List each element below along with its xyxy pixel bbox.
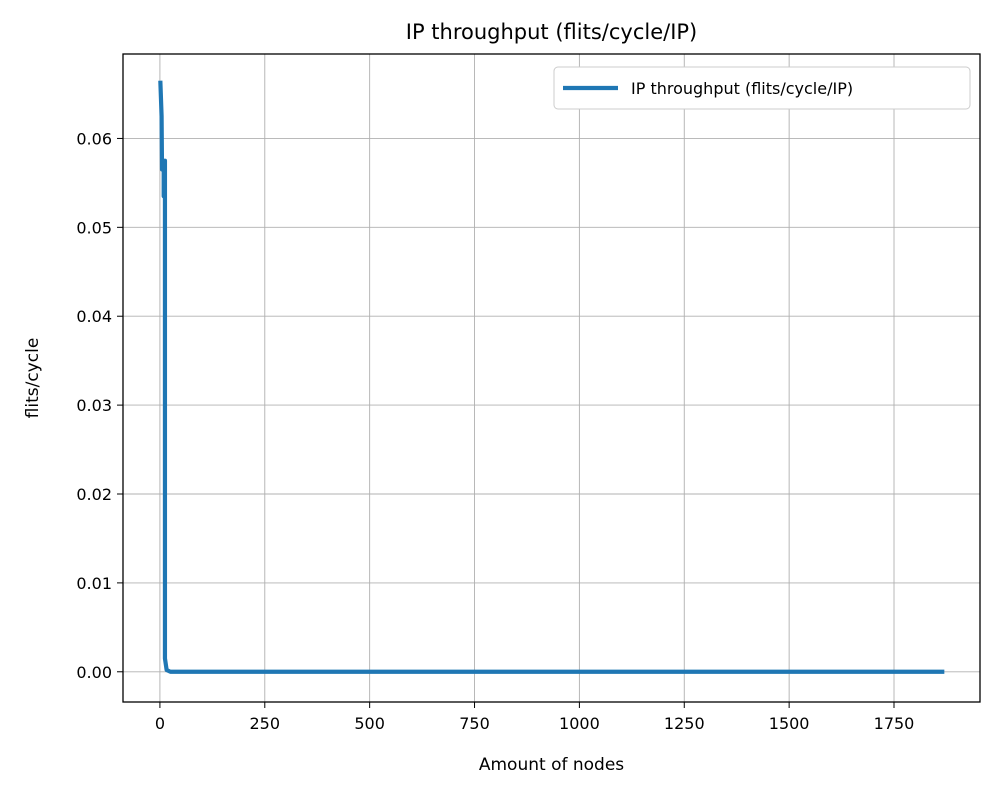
plot-area-frame — [122, 53, 981, 703]
chart-title: IP throughput (flits/cycle/IP) — [406, 20, 698, 44]
axis-ticks: 0 250 500 750 1000 1250 1500 1750 0.00 0.01 0.02 0.… — [76, 129, 914, 733]
series-layer — [158, 80, 945, 674]
legend: IP throughput (flits/cycle/IP) — [553, 66, 971, 110]
y-tick-label: 0.06 — [76, 129, 112, 148]
y-tick-label: 0.03 — [76, 396, 112, 415]
x-tick-label: 1500 — [769, 714, 810, 733]
x-tick-label: 1750 — [874, 714, 915, 733]
y-axis-label: flits/cycle — [23, 338, 43, 419]
y-tick-label: 0.01 — [76, 574, 112, 593]
y-tick-label: 0.04 — [76, 307, 112, 326]
y-tick-label: 0.05 — [76, 218, 112, 237]
y-tick-label: 0.00 — [76, 663, 112, 682]
x-axis-label: Amount of nodes — [479, 755, 624, 775]
x-tick-label: 750 — [459, 714, 490, 733]
legend-label: IP throughput (flits/cycle/IP) — [631, 79, 853, 98]
series-line — [158, 80, 945, 674]
x-tick-label: 500 — [354, 714, 385, 733]
x-tick-label: 0 — [155, 714, 165, 733]
x-tick-label: 250 — [250, 714, 281, 733]
y-tick-label: 0.02 — [76, 485, 112, 504]
x-tick-label: 1250 — [664, 714, 705, 733]
x-tick-label: 1000 — [559, 714, 600, 733]
grid — [123, 54, 980, 702]
legend-box — [553, 66, 971, 110]
